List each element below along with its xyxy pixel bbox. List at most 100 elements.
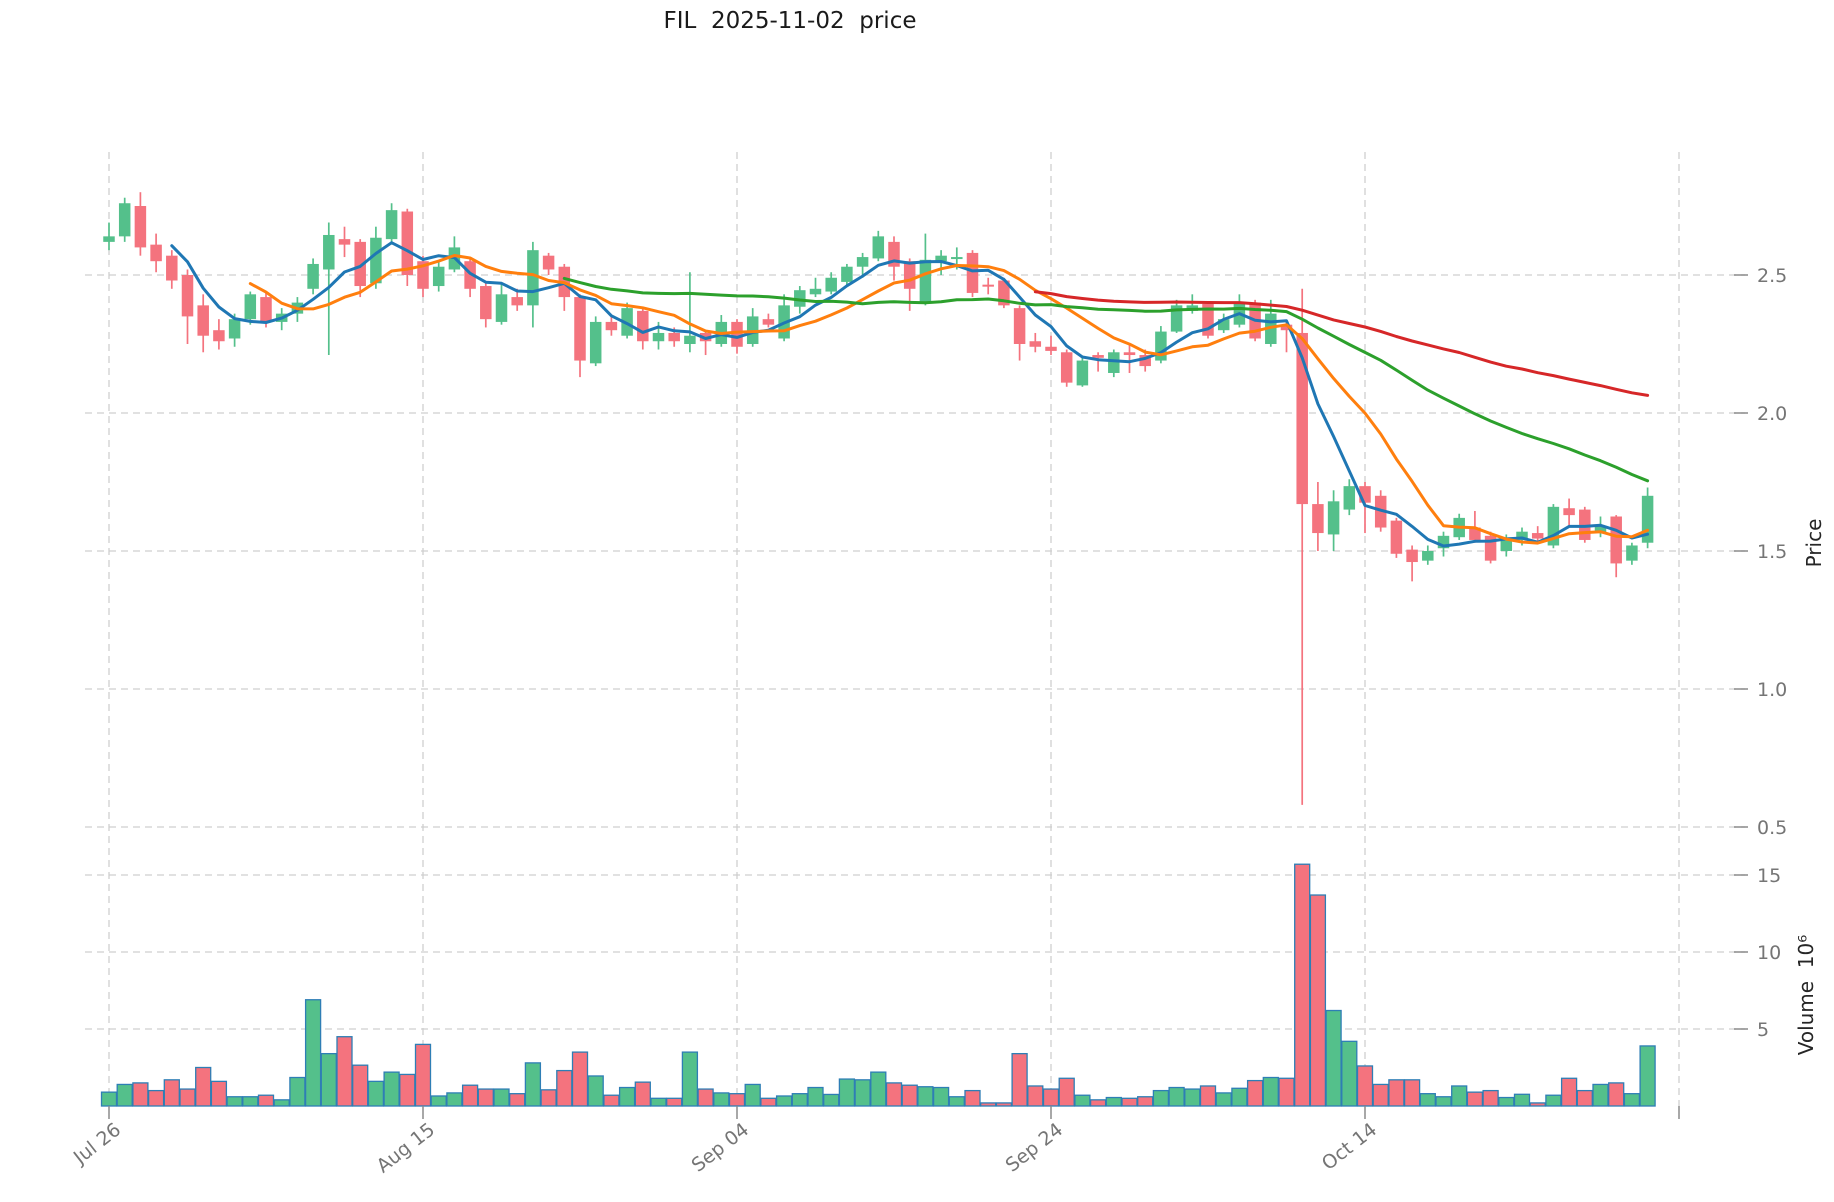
volume-bar	[807, 1086, 824, 1107]
price-tick-label: 1.0	[1757, 679, 1787, 701]
volume-bar	[100, 1091, 118, 1107]
candle-body	[841, 266, 853, 282]
candle-body	[480, 286, 492, 320]
gridlines	[85, 152, 1745, 1106]
volume-tick-label: 10	[1757, 942, 1781, 964]
date-tick-label: Jul 26	[69, 1119, 125, 1170]
candle-body	[1045, 346, 1057, 351]
candle-body	[228, 319, 241, 339]
candle-body	[1123, 352, 1136, 356]
candle-body	[1280, 324, 1293, 331]
volume-bar	[1168, 1086, 1185, 1107]
candles	[103, 192, 1654, 805]
volume-bar	[854, 1079, 871, 1107]
candle-body	[354, 241, 366, 287]
candle-body	[574, 297, 586, 361]
candle-body	[888, 241, 900, 267]
volume-bar	[1560, 1077, 1578, 1107]
date-tick-label: Oct 14	[1318, 1119, 1381, 1175]
ma-lines	[170, 241, 1650, 548]
ma-line-5	[170, 241, 1650, 548]
volume-bar	[932, 1086, 950, 1107]
candle-body	[1469, 527, 1481, 540]
volume-axis-label: Volume 10⁶	[1794, 934, 1818, 1056]
volume-bar	[1027, 1085, 1044, 1107]
volume-bar	[1262, 1076, 1279, 1107]
candle-body	[1516, 531, 1528, 540]
volume-bar	[1388, 1079, 1405, 1107]
volume-bar	[1152, 1089, 1170, 1107]
candle-body	[1155, 331, 1167, 361]
volume-bar	[1089, 1099, 1107, 1107]
volume-bar	[1466, 1091, 1484, 1107]
candle-body	[511, 297, 523, 306]
candle-body	[1500, 539, 1513, 551]
volume-bar	[681, 1051, 699, 1107]
date-tick-label: Sep 04	[688, 1119, 754, 1177]
candle-body	[998, 280, 1010, 306]
volume-bar	[289, 1076, 306, 1107]
volume-bar	[917, 1086, 934, 1107]
volume-bar	[1356, 1065, 1374, 1107]
volume-bar	[618, 1086, 636, 1107]
candle-body	[809, 288, 822, 295]
candle-body	[919, 259, 932, 303]
volume-bar	[823, 1093, 840, 1107]
volume-bar	[257, 1094, 275, 1107]
volume-bar	[1639, 1045, 1656, 1107]
candle-body	[1406, 549, 1418, 563]
candle-body	[1547, 506, 1560, 546]
volume-bar	[1231, 1087, 1248, 1107]
volume-bar	[760, 1097, 777, 1107]
candle-body	[872, 236, 885, 259]
candle-body	[197, 305, 209, 336]
candle-body	[1437, 535, 1450, 549]
volume-bar	[1309, 894, 1327, 1107]
candle-body	[825, 277, 837, 292]
candle-body	[966, 252, 979, 293]
volume-bar	[336, 1036, 353, 1107]
volume-bar	[1105, 1096, 1122, 1107]
candle-body	[1092, 355, 1104, 358]
price-tick-label: 1.5	[1757, 541, 1787, 563]
candle-body	[1139, 355, 1151, 367]
volume-bar	[1074, 1094, 1091, 1107]
volume-bar	[1058, 1077, 1075, 1107]
candle-body	[794, 290, 806, 307]
candle-body	[244, 294, 257, 320]
volume-bar	[1435, 1096, 1452, 1107]
candle-body	[1422, 551, 1434, 561]
volume-bar	[509, 1093, 526, 1107]
candle-body	[1170, 305, 1183, 332]
candle-body	[1563, 508, 1575, 516]
candle-body	[527, 250, 539, 306]
candle-body	[1076, 360, 1089, 386]
ma-line-10	[248, 254, 1650, 545]
volume-bar	[775, 1095, 793, 1107]
volume-bar	[1545, 1094, 1562, 1107]
volume-bar	[1121, 1097, 1138, 1107]
volume-bar	[791, 1093, 808, 1107]
candle-body	[1296, 332, 1308, 505]
candle-body	[621, 308, 633, 336]
volume-bar	[964, 1089, 981, 1107]
volume-bar	[870, 1071, 887, 1107]
candle-body	[1610, 516, 1622, 564]
volume-bar	[414, 1043, 432, 1107]
candle-body	[1626, 545, 1638, 561]
volume-bar	[713, 1092, 730, 1107]
candle-body	[150, 244, 162, 262]
volume-bar	[744, 1083, 761, 1107]
volume-bar	[1451, 1085, 1468, 1107]
candle-body	[1641, 495, 1654, 543]
volume-bar	[1184, 1088, 1201, 1107]
volume-bar	[980, 1102, 997, 1107]
candle-body	[134, 206, 147, 248]
candle-body	[370, 237, 382, 284]
volume-bar	[1137, 1096, 1154, 1107]
volume-bar	[132, 1082, 149, 1107]
volume-bar	[242, 1096, 259, 1107]
volume-bar	[320, 1052, 337, 1107]
volume-bar	[1246, 1079, 1264, 1107]
